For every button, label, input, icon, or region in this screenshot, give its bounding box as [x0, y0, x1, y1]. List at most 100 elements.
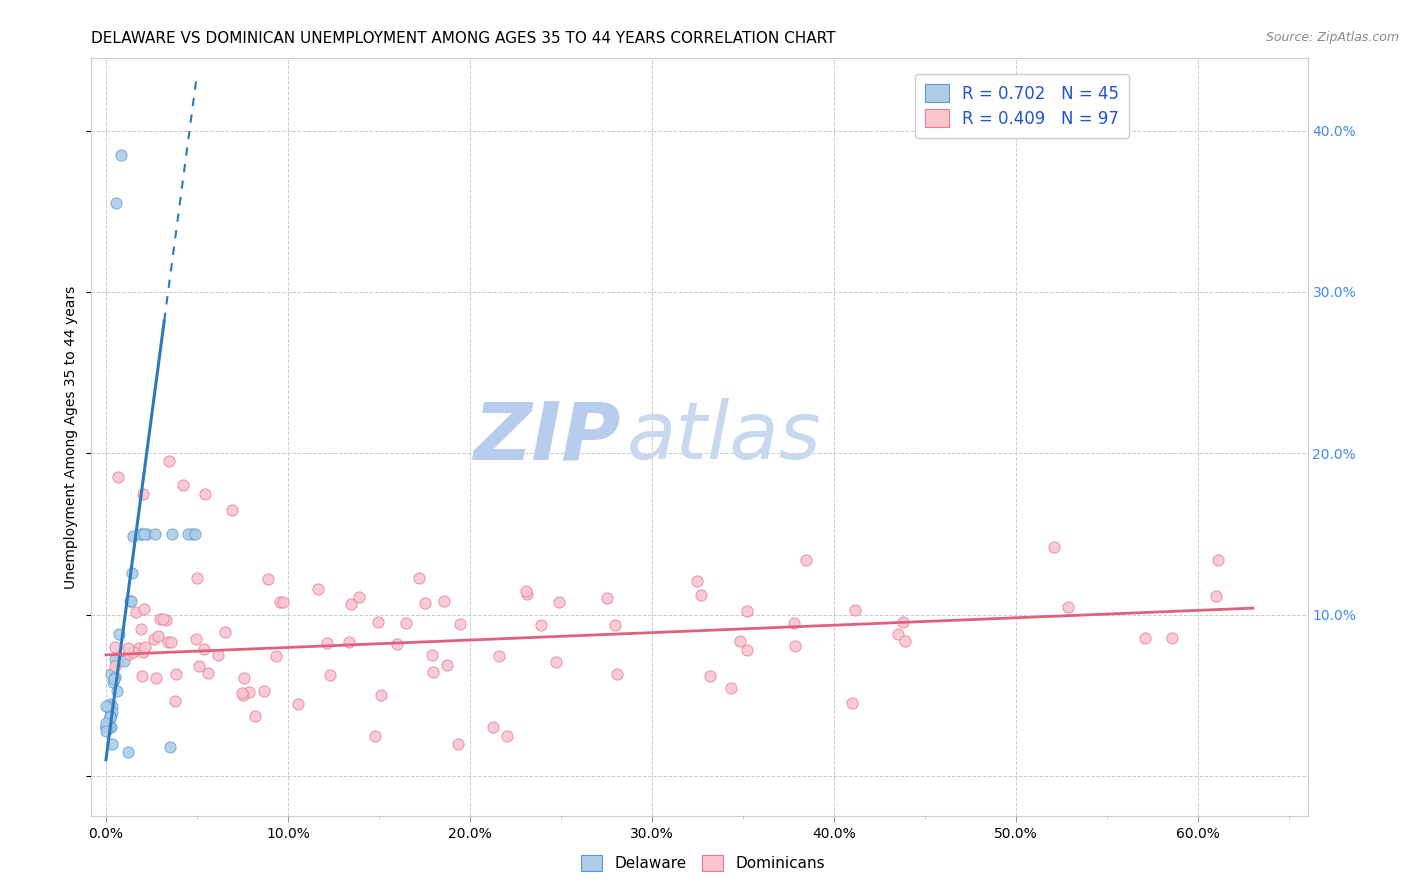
Point — [184, 527, 207, 541]
Point — [100, 667, 122, 681]
Point — [110, 651, 132, 665]
Point — [256, 572, 278, 586]
Point — [422, 665, 444, 679]
Point — [408, 570, 430, 584]
Point — [97, 699, 120, 714]
Text: ZIP: ZIP — [472, 398, 620, 476]
Point — [447, 737, 470, 751]
Point — [364, 729, 387, 743]
Point — [689, 588, 711, 602]
Point — [433, 594, 456, 608]
Point — [104, 196, 127, 211]
Point — [107, 684, 129, 698]
Point — [339, 635, 361, 649]
Point — [129, 527, 152, 541]
Point — [737, 642, 759, 657]
Point — [685, 574, 707, 588]
Point — [96, 721, 118, 735]
Point — [117, 641, 139, 656]
Y-axis label: Unemployment Among Ages 35 to 44 years: Unemployment Among Ages 35 to 44 years — [65, 285, 79, 589]
Point — [100, 721, 122, 735]
Point — [121, 645, 143, 659]
Point — [367, 615, 389, 629]
Point — [606, 667, 628, 681]
Point — [207, 648, 229, 663]
Point — [515, 584, 537, 599]
Text: atlas: atlas — [627, 398, 821, 476]
Point — [129, 527, 152, 541]
Point — [180, 527, 202, 541]
Point — [720, 681, 742, 695]
Point — [98, 708, 121, 723]
Point — [101, 737, 124, 751]
Point — [104, 652, 127, 666]
Point — [269, 595, 291, 609]
Point — [347, 590, 370, 604]
Point — [94, 715, 117, 730]
Point — [420, 648, 443, 663]
Point — [120, 594, 142, 608]
Point — [603, 617, 626, 632]
Point — [253, 683, 276, 698]
Point — [159, 739, 181, 754]
Point — [287, 697, 309, 711]
Point — [108, 627, 131, 641]
Legend: R = 0.702   N = 45, R = 0.409   N = 97: R = 0.702 N = 45, R = 0.409 N = 97 — [915, 74, 1129, 138]
Point — [449, 616, 471, 631]
Point — [146, 629, 169, 643]
Point — [110, 148, 132, 162]
Point — [735, 604, 758, 618]
Point — [156, 634, 179, 648]
Legend: Delaware, Dominicans: Delaware, Dominicans — [575, 849, 831, 877]
Point — [887, 627, 910, 641]
Point — [488, 648, 510, 663]
Point — [596, 591, 619, 605]
Point — [143, 527, 166, 541]
Point — [264, 649, 287, 664]
Point — [271, 595, 294, 609]
Point — [186, 571, 208, 585]
Point — [163, 694, 186, 708]
Point — [370, 688, 392, 702]
Point — [125, 605, 148, 619]
Point — [1057, 600, 1080, 615]
Point — [128, 641, 150, 656]
Point — [728, 634, 751, 648]
Point — [96, 721, 118, 735]
Point — [117, 647, 139, 661]
Point — [105, 655, 128, 669]
Point — [188, 658, 211, 673]
Point — [436, 658, 458, 673]
Point — [238, 685, 260, 699]
Point — [193, 642, 215, 657]
Point — [132, 602, 155, 616]
Point — [121, 529, 143, 543]
Point — [101, 705, 124, 719]
Point — [96, 721, 118, 735]
Point — [132, 527, 155, 541]
Point — [152, 612, 174, 626]
Point — [172, 478, 194, 492]
Point — [1135, 631, 1157, 645]
Point — [98, 697, 121, 711]
Point — [413, 596, 436, 610]
Point — [197, 665, 219, 680]
Point — [516, 586, 538, 600]
Point — [100, 708, 122, 723]
Point — [340, 597, 363, 611]
Point — [1206, 552, 1229, 566]
Point — [132, 645, 155, 659]
Point — [841, 696, 863, 710]
Point — [118, 594, 141, 608]
Point — [233, 671, 256, 685]
Point — [98, 710, 121, 724]
Point — [316, 636, 339, 650]
Point — [1042, 540, 1064, 554]
Point — [160, 635, 183, 649]
Point — [307, 582, 329, 597]
Point — [100, 699, 122, 714]
Point — [319, 668, 342, 682]
Point — [97, 721, 120, 735]
Point — [143, 632, 166, 646]
Point — [243, 709, 266, 723]
